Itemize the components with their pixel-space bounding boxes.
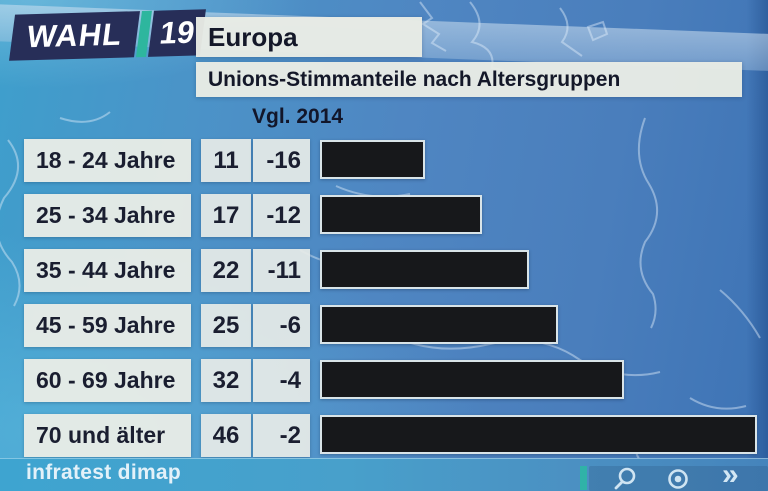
comparison-column-header: Vgl. 2014 [252, 105, 344, 128]
bar [320, 360, 624, 399]
age-group-label: 45 - 59 Jahre [24, 304, 191, 347]
value-cell: 46 [201, 414, 251, 457]
diff-cell: -4 [253, 359, 310, 402]
table-row: 70 und älter 46 -2 [0, 414, 768, 457]
age-group-label: 18 - 24 Jahre [24, 139, 191, 182]
fast-forward-icon[interactable]: » [722, 458, 739, 491]
record-icon[interactable] [666, 468, 690, 491]
bar [320, 195, 482, 234]
table-row: 60 - 69 Jahre 32 -4 [0, 359, 768, 402]
age-group-label: 35 - 44 Jahre [24, 249, 191, 292]
value-cell: 11 [201, 139, 251, 182]
chart-title: Europa [196, 17, 422, 57]
bar [320, 415, 757, 454]
bar [320, 140, 425, 179]
wahl-logo-box: WAHL [9, 11, 141, 61]
value-cell: 25 [201, 304, 251, 347]
value-cell: 17 [201, 194, 251, 237]
election-year-text: 19 [158, 14, 198, 51]
bar [320, 305, 558, 344]
table-row: 25 - 34 Jahre 17 -12 [0, 194, 768, 237]
diff-cell: -16 [253, 139, 310, 182]
table-row: 35 - 44 Jahre 22 -11 [0, 249, 768, 292]
search-icon[interactable] [612, 467, 639, 491]
wahl-19-logo: WAHL 19 [9, 9, 207, 61]
footer-strip [0, 458, 768, 491]
chart-subtitle: Unions-Stimmanteile nach Altersgruppen [196, 62, 742, 97]
value-cell: 22 [201, 249, 251, 292]
diff-cell: -6 [253, 304, 310, 347]
age-group-label: 60 - 69 Jahre [24, 359, 191, 402]
bar [320, 250, 529, 289]
value-cell: 32 [201, 359, 251, 402]
table-row: 18 - 24 Jahre 11 -16 [0, 139, 768, 182]
diff-cell: -12 [253, 194, 310, 237]
diff-cell: -11 [253, 249, 310, 292]
age-group-label: 25 - 34 Jahre [24, 194, 191, 237]
source-label: infratest dimap [26, 461, 182, 484]
table-row: 45 - 59 Jahre 25 -6 [0, 304, 768, 347]
age-group-label: 70 und älter [24, 414, 191, 457]
diff-cell: -2 [253, 414, 310, 457]
wahl-logo-text: WAHL [24, 16, 125, 55]
teal-marker [580, 466, 587, 490]
